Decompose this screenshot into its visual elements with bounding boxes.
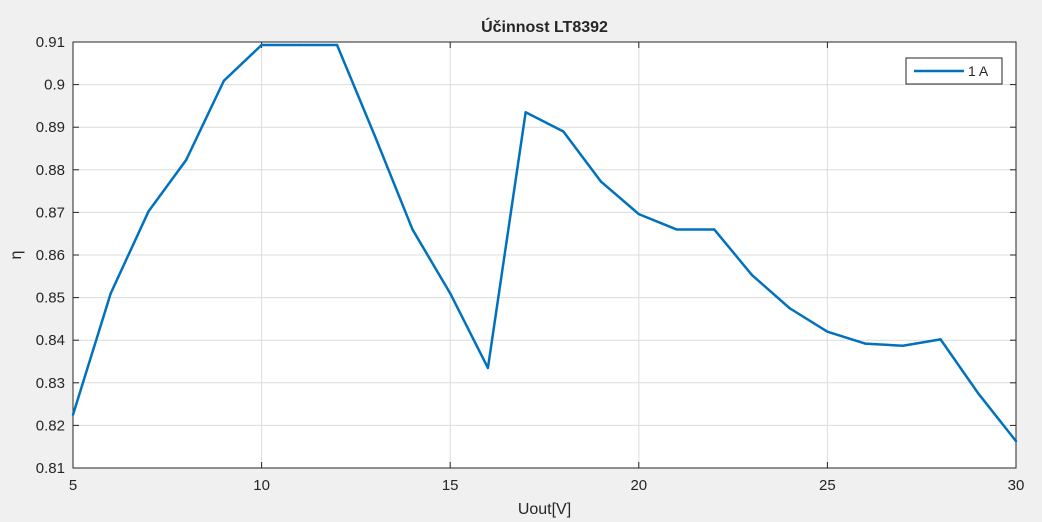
data-point: [562, 130, 565, 133]
y-tick-label: 0.89: [36, 119, 65, 136]
data-point: [637, 212, 640, 216]
data-point: [939, 338, 942, 341]
series-group: [71, 43, 1018, 443]
y-axis-title: η: [8, 251, 25, 260]
y-tick-label: 0.88: [36, 162, 65, 179]
y-tick-label: 0.82: [36, 417, 65, 434]
data-point: [411, 228, 414, 231]
legend-label-1a: 1 A: [968, 63, 989, 79]
x-tick-label: 5: [69, 477, 77, 494]
x-tick-label: 20: [630, 477, 647, 494]
x-tick-label: 30: [1008, 477, 1025, 494]
y-tick-label: 0.85: [36, 290, 65, 307]
data-point: [901, 344, 905, 347]
data-point: [524, 111, 527, 114]
data-point: [109, 292, 112, 295]
y-tick-label: 0.91: [36, 34, 65, 51]
x-tick-label: 25: [819, 477, 836, 494]
data-point: [599, 180, 603, 183]
y-tick-label: 0.83: [36, 375, 65, 392]
data-point: [826, 330, 829, 333]
data-point: [675, 228, 678, 231]
data-point: [298, 43, 301, 47]
x-tick-label: 10: [253, 477, 270, 494]
grid-lines: [72, 41, 1017, 469]
axis-ticks: [72, 41, 1017, 469]
y-tick-label: 0.9: [44, 77, 65, 94]
y-tick-label: 0.87: [36, 204, 65, 221]
data-point: [335, 43, 339, 47]
data-point: [449, 292, 452, 295]
legend: 1 A: [905, 57, 1003, 85]
data-point: [1014, 439, 1018, 443]
data-point: [788, 307, 791, 310]
x-axis-title: Uout[V]: [518, 501, 571, 518]
data-point: [71, 413, 75, 416]
data-point: [260, 43, 263, 47]
data-point: [486, 366, 490, 370]
series-line-0: [71, 43, 1017, 442]
data-point: [750, 273, 754, 277]
y-tick-label: 0.84: [36, 332, 65, 349]
data-point: [713, 228, 716, 231]
data-point: [373, 134, 376, 137]
data-point: [184, 158, 188, 162]
data-point: [977, 392, 980, 395]
data-point: [147, 210, 150, 213]
chart-title: Účinnost LT8392: [481, 17, 608, 36]
data-point: [222, 79, 226, 82]
tick-labels: 5 10 15 20 25 30 0.81 0.82 0.83 0.84 0.85 0.86 0.87 0…: [36, 34, 1025, 494]
y-tick-label: 0.81: [36, 460, 65, 477]
y-tick-label: 0.86: [36, 247, 65, 264]
x-tick-label: 15: [442, 477, 459, 494]
data-point: [863, 342, 867, 345]
